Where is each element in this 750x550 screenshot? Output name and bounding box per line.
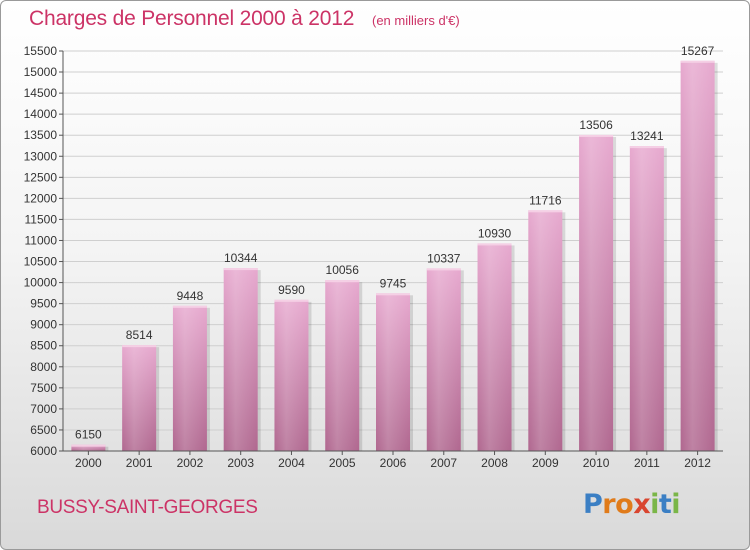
bar-highlight bbox=[426, 268, 461, 451]
y-tick-label: 10500 bbox=[24, 255, 58, 269]
data-label: 15267 bbox=[681, 44, 715, 58]
y-tick-label: 11500 bbox=[25, 212, 58, 226]
bar-top-edge bbox=[172, 305, 207, 308]
y-tick-label: 13000 bbox=[24, 149, 58, 163]
logo-letter: r bbox=[602, 489, 616, 520]
bar-highlight bbox=[629, 146, 664, 451]
y-tick-label: 14500 bbox=[24, 86, 58, 100]
y-tick-label: 6500 bbox=[30, 423, 57, 437]
x-tick-label: 2009 bbox=[532, 456, 559, 470]
bar-top-edge bbox=[680, 60, 715, 63]
data-label: 9590 bbox=[278, 283, 305, 297]
x-tick-label: 2002 bbox=[177, 456, 204, 470]
bar-top-edge bbox=[579, 134, 614, 137]
bar-top-edge bbox=[71, 444, 106, 447]
city-name: BUSSY-SAINT-GEORGES bbox=[37, 497, 258, 518]
data-label: 13506 bbox=[579, 118, 613, 132]
y-tick-label: 12500 bbox=[24, 170, 58, 184]
y-tick-label: 12000 bbox=[24, 191, 58, 205]
y-tick-label: 15500 bbox=[24, 44, 58, 58]
logo-letter: x bbox=[633, 489, 651, 520]
bar-top-edge bbox=[528, 210, 563, 213]
bar-highlight bbox=[528, 210, 563, 451]
bar-highlight bbox=[223, 268, 258, 451]
proxiti-logo[interactable]: Proxiti bbox=[583, 489, 681, 520]
data-label: 10337 bbox=[427, 251, 461, 265]
y-tick-label: 11000 bbox=[25, 233, 58, 247]
y-tick-label: 9000 bbox=[30, 318, 57, 332]
x-tick-label: 2011 bbox=[634, 456, 660, 470]
bar-highlight bbox=[122, 345, 157, 451]
x-tick-label: 2010 bbox=[583, 456, 610, 470]
axis-layer bbox=[59, 50, 723, 455]
bar-top-edge bbox=[325, 280, 360, 283]
logo-letter: o bbox=[615, 489, 634, 520]
x-tick-label: 2000 bbox=[75, 456, 102, 470]
bar-layer bbox=[71, 60, 718, 452]
y-tick-label: 15000 bbox=[24, 65, 58, 79]
y-tick-label: 6000 bbox=[30, 444, 57, 458]
bar-highlight bbox=[376, 293, 410, 451]
bar-highlight bbox=[579, 134, 614, 452]
logo-letter: P bbox=[583, 489, 603, 520]
x-tick-label: 2006 bbox=[380, 456, 407, 470]
bar-highlight bbox=[680, 60, 715, 452]
x-tick-label: 2008 bbox=[481, 456, 508, 470]
bar-highlight bbox=[274, 299, 309, 451]
logo-letter: i bbox=[671, 489, 681, 520]
data-label: 8514 bbox=[126, 328, 153, 342]
y-tick-label: 8500 bbox=[30, 339, 57, 353]
logo-letter: t bbox=[658, 489, 672, 520]
x-tick-label: 2001 bbox=[126, 456, 153, 470]
y-tick-label: 10000 bbox=[24, 276, 58, 290]
bar-top-edge bbox=[426, 268, 461, 271]
bar-highlight bbox=[172, 305, 207, 451]
data-label: 10344 bbox=[224, 251, 258, 265]
bar-top-edge bbox=[376, 293, 410, 296]
y-tick-label: 7000 bbox=[30, 402, 57, 416]
x-tick-label: 2004 bbox=[278, 456, 305, 470]
bar-highlight bbox=[325, 280, 360, 451]
y-tick-label: 13500 bbox=[24, 128, 58, 142]
bar-top-edge bbox=[274, 299, 309, 302]
logo-letter: i bbox=[650, 489, 659, 520]
bar-highlight bbox=[477, 243, 512, 451]
label-layer: 6000 6500 7000 7500 8000 8500 9000 9500 10000 105… bbox=[24, 44, 715, 470]
bar-highlight bbox=[71, 444, 106, 451]
y-tick-label: 9500 bbox=[30, 297, 57, 311]
data-label: 10930 bbox=[478, 226, 512, 240]
y-tick-label: 14000 bbox=[24, 107, 58, 121]
bar-top-edge bbox=[629, 146, 664, 149]
bar-top-edge bbox=[122, 345, 157, 348]
x-tick-label: 2003 bbox=[227, 456, 254, 470]
chart-title: Charges de Personnel 2000 à 2012 bbox=[29, 7, 355, 30]
data-label: 11716 bbox=[529, 193, 562, 207]
data-label: 13241 bbox=[630, 129, 664, 143]
y-tick-label: 8000 bbox=[30, 360, 57, 374]
y-tick-label: 7500 bbox=[30, 381, 57, 395]
data-label: 6150 bbox=[75, 428, 102, 442]
bar-top-edge bbox=[477, 243, 512, 246]
data-label: 10056 bbox=[326, 263, 360, 277]
data-label: 9745 bbox=[380, 276, 407, 290]
bar-top-edge bbox=[223, 268, 258, 271]
data-label: 9448 bbox=[177, 289, 204, 303]
x-tick-label: 2012 bbox=[684, 456, 711, 470]
chart-subtitle: (en milliers d'€) bbox=[372, 13, 460, 28]
x-tick-label: 2005 bbox=[329, 456, 356, 470]
x-tick-label: 2007 bbox=[430, 456, 457, 470]
